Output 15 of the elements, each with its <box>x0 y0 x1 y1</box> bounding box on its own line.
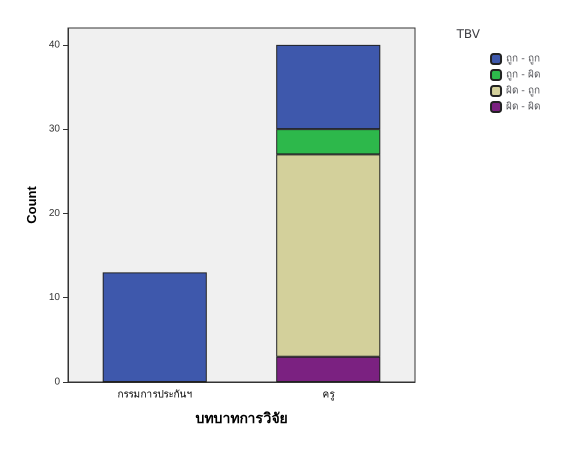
legend-label: ถูก - ถูก <box>506 54 540 64</box>
bar <box>102 272 207 382</box>
y-tick-label: 0 <box>54 376 60 388</box>
x-tick-label: กรรมการประกันฯ <box>117 390 192 400</box>
legend-title: TBV <box>456 27 481 41</box>
y-tick-label: 10 <box>48 292 60 304</box>
y-tick-label: 40 <box>48 39 60 50</box>
x-tick-label: ครู <box>322 390 336 400</box>
y-tick-label: 30 <box>48 124 60 135</box>
legend-label: ผิด - ผิด <box>506 102 540 112</box>
x-axis-title: บทบาทการวิจัย <box>196 411 288 427</box>
legend-label: ถูก - ผิด <box>506 70 540 80</box>
legend-label: ผิด - ถูก <box>506 86 540 96</box>
y-tick-label: 20 <box>48 208 60 219</box>
y-axis-title: Count <box>24 186 39 224</box>
